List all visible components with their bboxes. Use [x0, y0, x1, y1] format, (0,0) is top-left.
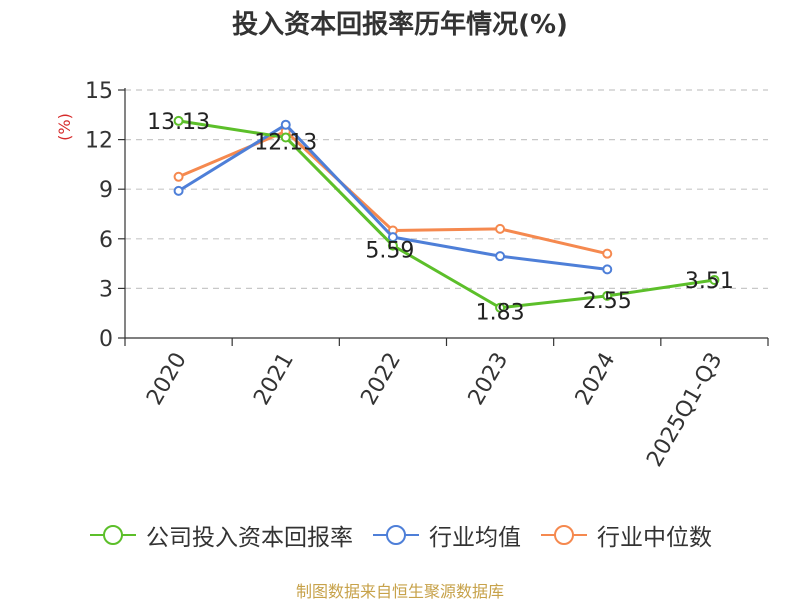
data-point	[495, 302, 506, 313]
source-note: 制图数据来自恒生聚源数据库	[295, 582, 504, 601]
y-tick-label: 9	[99, 178, 113, 203]
legend: 公司投入资本回报率 行业均值 行业中位数	[0, 518, 800, 552]
data-point	[173, 171, 184, 182]
data-point	[280, 119, 291, 130]
data-point	[495, 251, 506, 262]
x-tick-label: 2021	[249, 349, 299, 410]
data-label: 3.51	[685, 269, 734, 294]
y-tick-label: 3	[99, 277, 113, 302]
data-label: 1.83	[476, 301, 525, 326]
data-point	[602, 264, 613, 275]
legend-marker-icon	[373, 525, 419, 545]
data-label: 2.55	[583, 289, 632, 314]
y-axis-label: (%)	[55, 113, 74, 141]
y-tick-label: 0	[99, 327, 113, 352]
x-tick-label: 2024	[571, 349, 621, 410]
data-point	[173, 185, 184, 196]
data-point	[495, 223, 506, 234]
legend-item-industry-mean[interactable]: 行业均值	[371, 518, 521, 552]
legend-marker-icon	[541, 525, 587, 545]
x-tick-label: 2022	[356, 349, 406, 410]
data-point	[387, 240, 398, 251]
y-tick-label: 6	[99, 228, 113, 253]
chart-title: 投入资本回报率历年情况(%)	[232, 10, 568, 40]
legend-label: 行业中位数	[597, 525, 712, 551]
legend-item-industry-median[interactable]: 行业中位数	[539, 518, 712, 552]
x-tick-label: 2023	[464, 349, 514, 410]
y-tick-label: 12	[85, 129, 113, 154]
x-tick-label: 2025Q1-Q3	[642, 349, 727, 472]
legend-label: 公司投入资本回报率	[146, 525, 353, 551]
legend-marker-icon	[90, 525, 136, 545]
series-line	[178, 119, 715, 310]
data-point	[173, 115, 184, 126]
y-tick-label: 15	[85, 79, 113, 104]
legend-item-company[interactable]: 公司投入资本回报率	[88, 518, 353, 552]
data-label: 5.59	[365, 239, 414, 264]
x-tick-label: 2020	[142, 349, 192, 410]
data-point	[602, 248, 613, 259]
legend-label: 行业均值	[429, 525, 521, 551]
data-point	[280, 132, 291, 143]
data-label: 12.13	[254, 130, 317, 155]
data-point	[602, 290, 613, 301]
line-chart: 0 3 6 9 12 15 (%) 2020 2021 2022 2023 2024 2025Q1-Q3…	[55, 79, 769, 472]
data-point	[709, 274, 720, 285]
data-label: 13.13	[147, 110, 210, 135]
